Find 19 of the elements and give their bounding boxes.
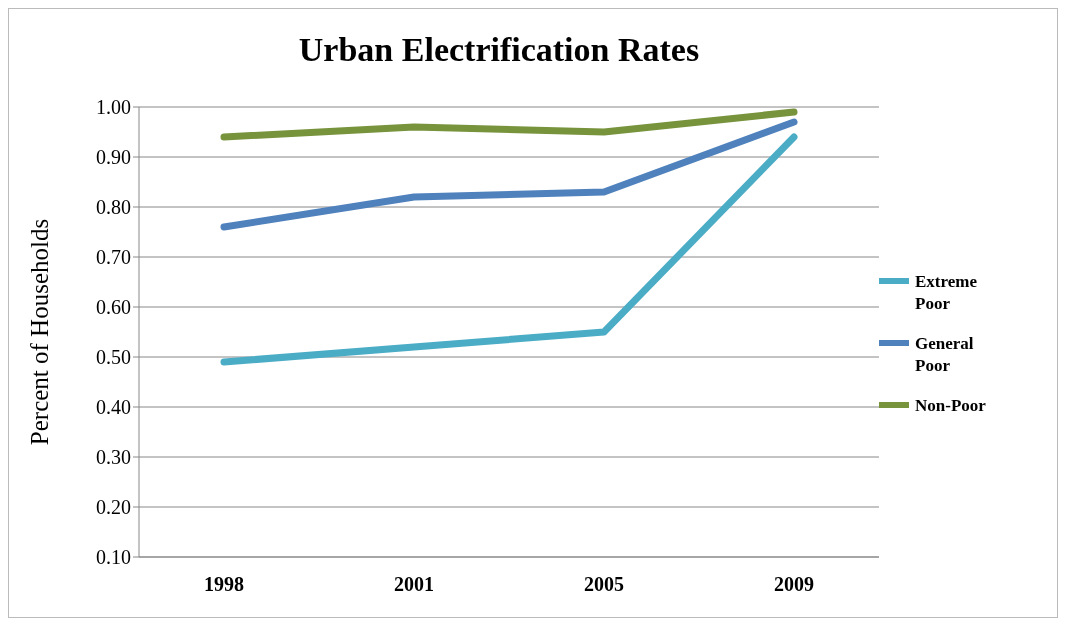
y-tick-label: 0.50 [96, 346, 131, 369]
y-tick-label: 0.80 [96, 196, 131, 219]
y-tick-label: 0.20 [96, 496, 131, 519]
y-tick-label: 1.00 [96, 96, 131, 119]
legend-label: Non-Poor [915, 395, 987, 417]
x-tick-label: 2005 [584, 573, 624, 596]
y-tick-label: 0.70 [96, 246, 131, 269]
legend-label: Extreme Poor [915, 271, 978, 315]
y-tick-label: 0.90 [96, 146, 131, 169]
x-tick-label: 2001 [394, 573, 434, 596]
legend-label: General Poor [915, 333, 975, 377]
y-axis-title: Percent of Households [25, 218, 53, 446]
y-tick-label: 0.30 [96, 446, 131, 469]
x-tick-label: 1998 [204, 573, 244, 596]
chart-title: Urban Electrification Rates [297, 31, 701, 69]
y-tick-label: 0.60 [96, 296, 131, 319]
x-tick-label: 2009 [774, 573, 814, 596]
y-tick-label: 0.40 [96, 396, 131, 419]
y-tick-label: 0.10 [96, 546, 131, 569]
